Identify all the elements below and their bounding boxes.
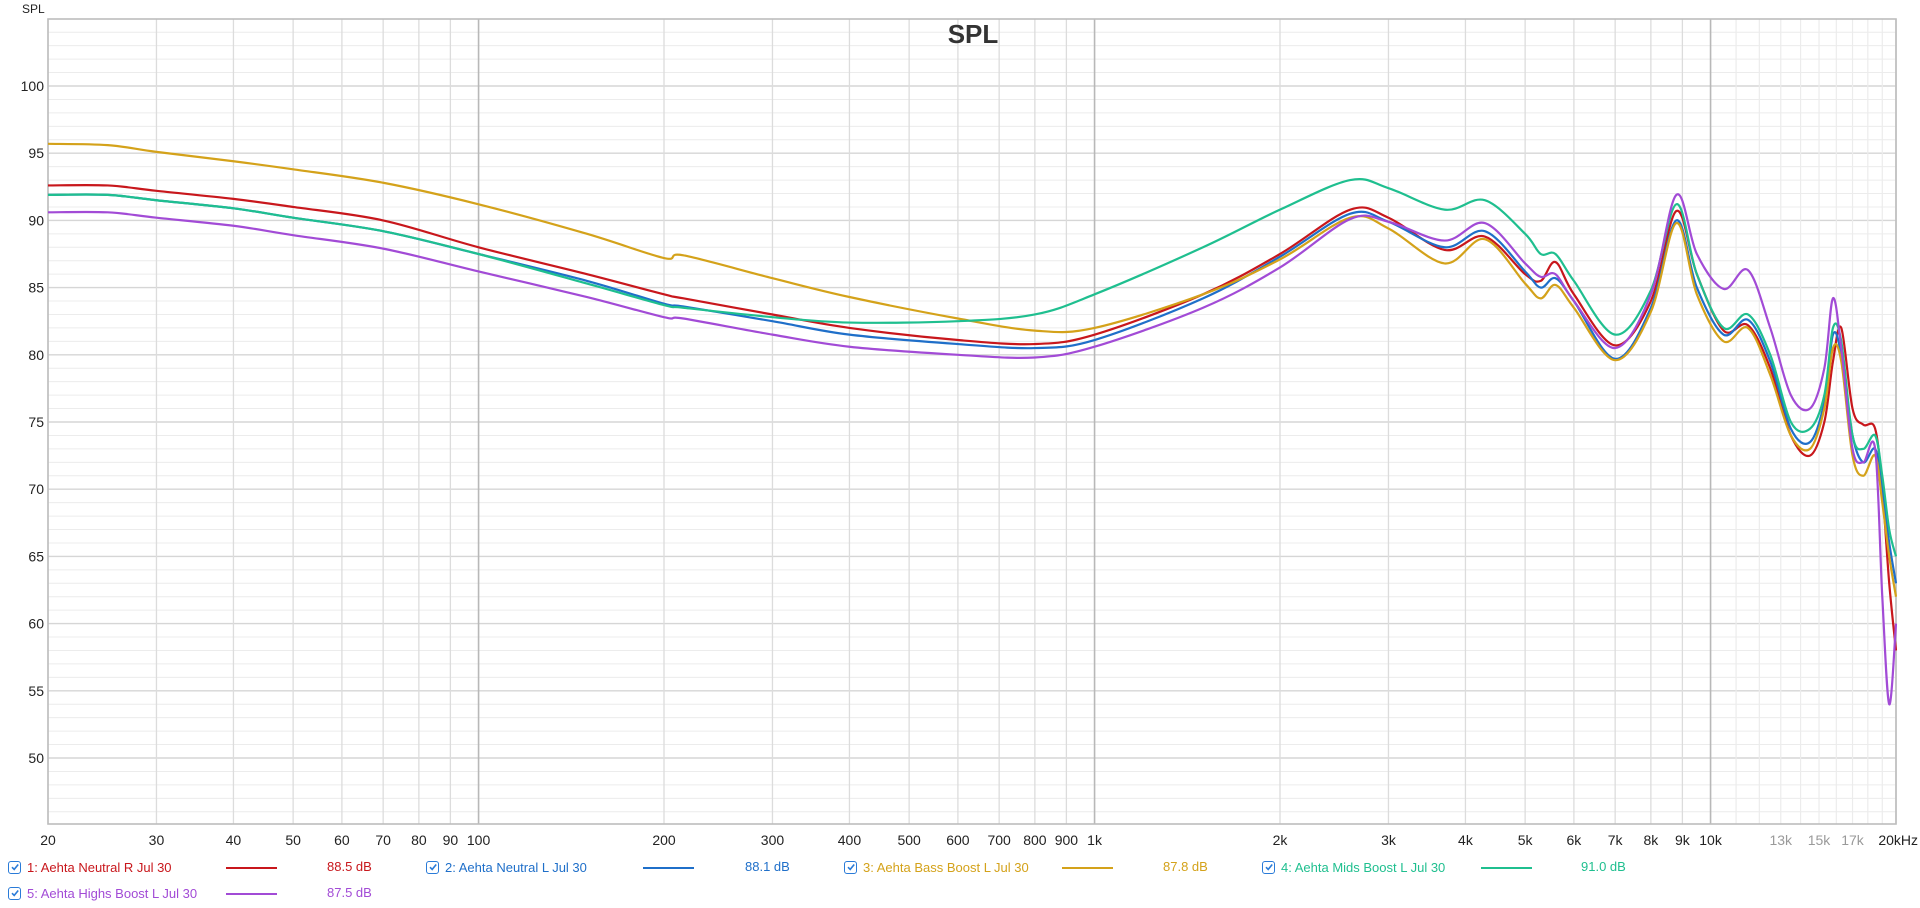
legend-item-1[interactable]: 1: Aehta Neutral R Jul 30 xyxy=(8,858,172,876)
x-tick-label: 80 xyxy=(411,832,427,848)
x-tick-label: 50 xyxy=(285,832,301,848)
legend-swatch xyxy=(1481,867,1532,869)
x-tick-label: 600 xyxy=(946,832,970,848)
x-tick-label: 17k xyxy=(1841,832,1865,848)
legend-label: 2: Aehta Neutral L Jul 30 xyxy=(445,859,587,875)
legend-swatch xyxy=(226,867,277,869)
x-tick-label: 60 xyxy=(334,832,350,848)
legend-item-5[interactable]: 5: Aehta Highs Boost L Jul 30 xyxy=(8,884,197,902)
chart-title: SPL xyxy=(948,19,999,49)
x-tick-label: 6k xyxy=(1567,832,1583,848)
x-tick-label: 2k xyxy=(1273,832,1289,848)
series-line-5 xyxy=(47,193,1898,706)
spl-chart: 50 55 60 65 70 75 80 85 90 95 100 20 30 40 50 60 70 80 90 1… xyxy=(21,18,1918,848)
checkbox-icon[interactable] xyxy=(8,860,21,874)
legend-value: 87.5 dB xyxy=(327,885,372,900)
x-tick-label: 7k xyxy=(1608,832,1624,848)
x-tick-label: 200 xyxy=(652,832,676,848)
x-tick-label: 800 xyxy=(1023,832,1047,848)
y-tick-label: 85 xyxy=(28,280,44,296)
checkbox-icon[interactable] xyxy=(8,886,21,900)
checkbox-icon[interactable] xyxy=(1262,860,1275,874)
legend-label: 5: Aehta Highs Boost L Jul 30 xyxy=(27,885,198,901)
x-tick-label: 1k xyxy=(1087,832,1103,848)
x-tick-label: 500 xyxy=(897,832,921,848)
legend-item-3[interactable]: 3: Aehta Bass Boost L Jul 30 xyxy=(844,858,1029,876)
x-tick-label: 700 xyxy=(987,832,1011,848)
legend-value: 88.1 dB xyxy=(745,859,790,874)
x-tick-label: 5k xyxy=(1518,832,1534,848)
legend-item-2[interactable]: 2: Aehta Neutral L Jul 30 xyxy=(426,858,587,876)
x-tick-label: 70 xyxy=(375,832,391,848)
legend-value: 88.5 dB xyxy=(327,859,372,874)
y-axis-title: SPL xyxy=(22,2,45,16)
y-tick-label: 90 xyxy=(28,212,44,228)
legend-value: 91.0 dB xyxy=(1581,859,1626,874)
x-tick-label: 9k xyxy=(1675,832,1691,848)
legend-swatch xyxy=(643,867,694,869)
x-tick-label: 300 xyxy=(761,832,785,848)
checkbox-icon[interactable] xyxy=(844,860,857,874)
series-line-2 xyxy=(47,193,1898,584)
y-tick-label: 70 xyxy=(28,481,44,497)
series-line-4 xyxy=(47,178,1898,557)
x-tick-label: 15k xyxy=(1808,832,1832,848)
series-line-1 xyxy=(47,183,1898,651)
x-tick-label: 20 xyxy=(40,832,56,848)
y-tick-label: 50 xyxy=(28,750,44,766)
legend-item-4[interactable]: 4: Aehta Mids Boost L Jul 30 xyxy=(1262,858,1445,876)
legend-swatch xyxy=(226,893,277,895)
x-tick-label: 900 xyxy=(1055,832,1079,848)
x-tick-label: 10k xyxy=(1699,832,1723,848)
legend-label: 3: Aehta Bass Boost L Jul 30 xyxy=(863,859,1029,875)
x-tick-label: 13k xyxy=(1769,832,1793,848)
y-tick-label: 100 xyxy=(21,78,45,94)
y-tick-label: 95 xyxy=(28,145,44,161)
y-tick-label: 80 xyxy=(28,347,44,363)
x-tick-label: 90 xyxy=(443,832,459,848)
y-tick-label: 75 xyxy=(28,414,44,430)
legend-value: 87.8 dB xyxy=(1163,859,1208,874)
x-tick-label: 4k xyxy=(1458,832,1474,848)
legend-label: 4: Aehta Mids Boost L Jul 30 xyxy=(1281,859,1446,875)
plot-frame xyxy=(47,18,1897,825)
x-tick-label: 3k xyxy=(1381,832,1397,848)
x-tick-label: 400 xyxy=(838,832,862,848)
legend-swatch xyxy=(1062,867,1113,869)
legend-label: 1: Aehta Neutral R Jul 30 xyxy=(27,859,172,875)
y-tick-label: 60 xyxy=(28,616,44,632)
y-tick-label: 55 xyxy=(28,683,44,699)
legend: 1: Aehta Neutral R Jul 30 88.5 dB 2: Aeh… xyxy=(0,858,1920,908)
x-tick-label: 20kHz xyxy=(1878,832,1918,848)
x-tick-label: 100 xyxy=(467,832,491,848)
x-tick-label: 40 xyxy=(226,832,242,848)
x-tick-label: 30 xyxy=(149,832,165,848)
series-line-3 xyxy=(47,142,1898,597)
x-tick-label: 8k xyxy=(1643,832,1659,848)
y-tick-label: 65 xyxy=(28,548,44,564)
checkbox-icon[interactable] xyxy=(426,860,439,874)
